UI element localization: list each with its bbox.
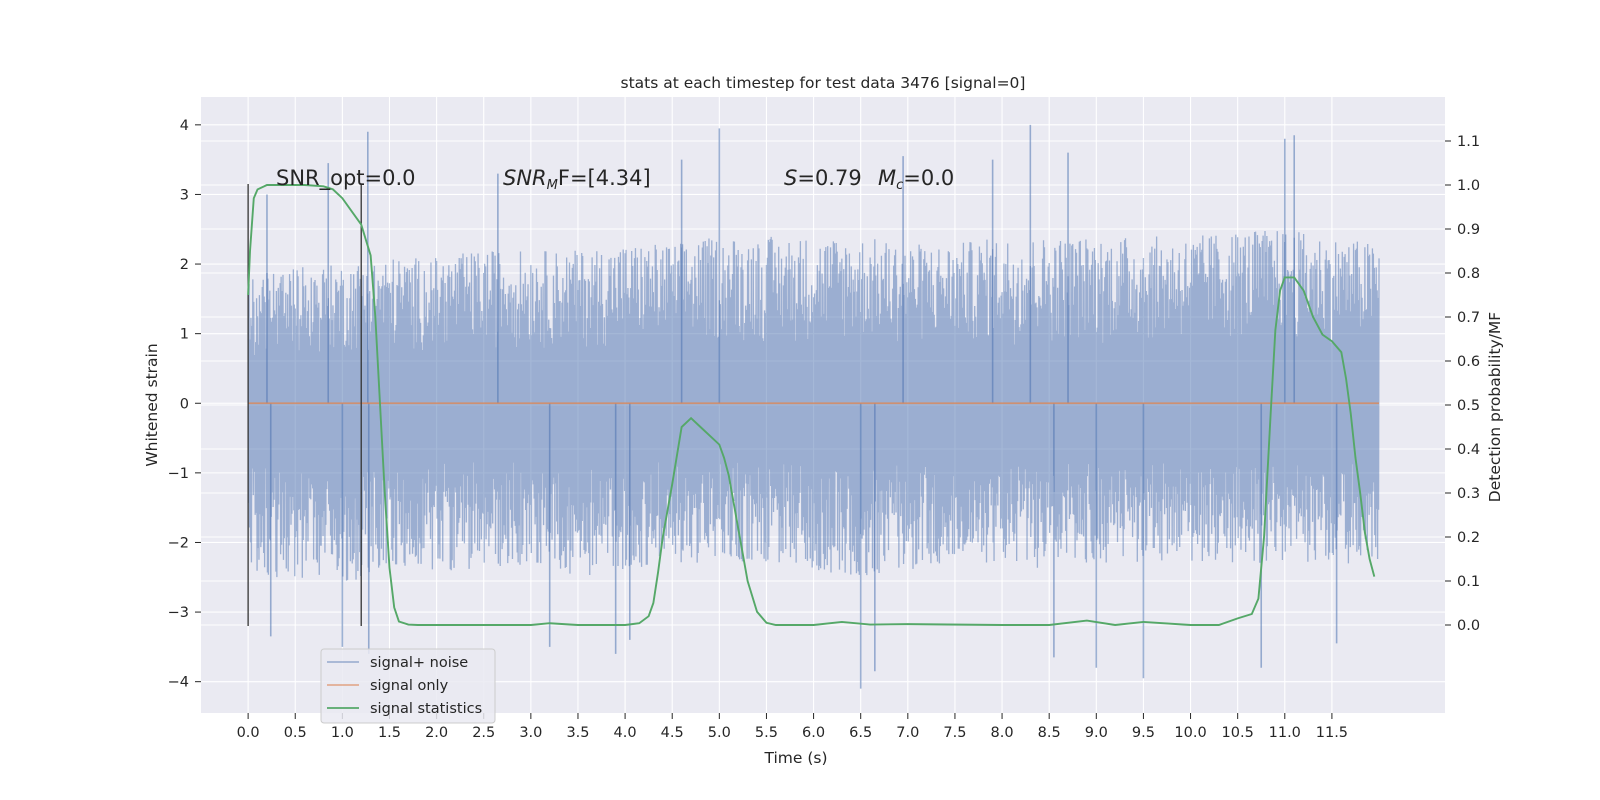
- y-right-tick-label: 0.7: [1457, 310, 1480, 326]
- x-tick-label: 11.0: [1269, 725, 1301, 741]
- left-y-axis-ticks: 4 3 2 1 0 −1 −2 −3 −4: [168, 118, 201, 691]
- y-left-tick-label: 1: [180, 327, 189, 343]
- annotation-snr-mf-base: SNR: [503, 166, 547, 190]
- signal-statistics-line: [247, 184, 1376, 626]
- x-tick-label: 9.0: [1085, 725, 1108, 741]
- x-axis-label: Time (s): [763, 749, 827, 767]
- y-left-tick-label: 4: [180, 118, 189, 134]
- y-left-tick-label: 0: [180, 396, 189, 412]
- x-tick-label: 7.5: [943, 725, 966, 741]
- y-left-tick-label: −2: [168, 535, 189, 551]
- noise-series: [247, 124, 1380, 689]
- x-tick-label: 5.0: [708, 725, 731, 741]
- vertical-markers: [247, 184, 362, 626]
- x-tick-label: 4.5: [661, 725, 684, 741]
- x-tick-label: 5.5: [755, 725, 778, 741]
- y-left-tick-label: −1: [168, 466, 189, 482]
- x-axis-ticks: 0.0 0.5 1.0 1.5 2.0 2.5 3.0 3.5 4.0 4.5 5.0 5.5 6.0 6…: [237, 713, 1348, 741]
- y-left-tick-label: −4: [168, 675, 189, 691]
- annotation-s-rest: =0.79: [797, 166, 861, 190]
- x-tick-label: 6.5: [849, 725, 872, 741]
- legend: signal+ noise signal only signal statist…: [320, 648, 496, 724]
- y-right-tick-label: 0.0: [1457, 618, 1480, 634]
- y-left-tick-label: 3: [180, 187, 189, 203]
- x-tick-label: 3.5: [566, 725, 589, 741]
- x-tick-label: 8.0: [991, 725, 1014, 741]
- annotation-snr-mf-rest: F=[4.34]: [558, 166, 651, 190]
- y-right-tick-label: 0.8: [1457, 266, 1480, 282]
- right-y-axis-ticks: 1.1 1.0 0.9 0.8 0.7 0.6 0.5 0.4 0.3 0.2 0.1 0.0: [1445, 134, 1480, 634]
- y-right-tick-label: 0.1: [1457, 574, 1480, 590]
- annotation-mc-sub: c: [896, 178, 903, 193]
- x-tick-label: 11.5: [1316, 725, 1348, 741]
- x-tick-label: 2.5: [472, 725, 495, 741]
- x-tick-label: 10.0: [1174, 725, 1206, 741]
- x-tick-label: 1.5: [378, 725, 401, 741]
- y-right-tick-label: 0.2: [1457, 530, 1480, 546]
- legend-box: [320, 648, 496, 724]
- y-right-tick-label: 0.5: [1457, 398, 1480, 414]
- legend-label-noise: signal+ noise: [370, 655, 468, 671]
- annotation-mc-rest: =0.0: [903, 166, 954, 190]
- annotation-s: S=0.79: [784, 166, 862, 190]
- x-tick-label: 0.0: [237, 725, 260, 741]
- y-right-tick-label: 1.1: [1457, 134, 1480, 150]
- right-y-axis-label: Detection probability/MF: [1486, 312, 1504, 503]
- y-right-tick-label: 0.3: [1457, 486, 1480, 502]
- legend-label-stats: signal statistics: [370, 701, 482, 717]
- legend-label-signal: signal only: [370, 678, 449, 694]
- y-left-tick-label: −3: [168, 605, 189, 621]
- x-tick-label: 1.0: [331, 725, 354, 741]
- annotation-mc: Mc=0.0: [878, 166, 954, 193]
- annotation-mc-base: M: [878, 166, 896, 190]
- annotation-snr-opt: SNR_opt=0.0: [276, 166, 416, 191]
- annotation-s-base: S: [784, 166, 797, 190]
- y-right-tick-label: 1.0: [1457, 178, 1480, 194]
- x-tick-label: 9.5: [1132, 725, 1155, 741]
- annotation-snr-mf-sub: M: [547, 178, 558, 193]
- x-tick-label: 0.5: [284, 725, 307, 741]
- y-left-tick-label: 2: [180, 257, 189, 273]
- noise-trace: [247, 230, 1380, 581]
- y-right-tick-label: 0.6: [1457, 354, 1480, 370]
- x-tick-label: 2.0: [425, 725, 448, 741]
- x-tick-label: 6.0: [802, 725, 825, 741]
- x-tick-label: 4.0: [614, 725, 637, 741]
- x-tick-label: 10.5: [1222, 725, 1254, 741]
- x-tick-label: 3.0: [519, 725, 542, 741]
- x-tick-label: 7.0: [896, 725, 919, 741]
- annotations: SNR_opt=0.0 SNRMF=[4.34] S=0.79 Mc=0.0: [276, 166, 954, 193]
- y-right-tick-label: 0.4: [1457, 442, 1480, 458]
- y-right-tick-label: 0.9: [1457, 222, 1480, 238]
- chart-title: stats at each timestep for test data 347…: [621, 74, 1026, 92]
- annotation-snr-mf: SNRMF=[4.34]: [503, 166, 651, 193]
- signal-statistics-series: [247, 184, 1376, 626]
- x-tick-label: 8.5: [1038, 725, 1061, 741]
- left-y-axis-label: Whitened strain: [143, 343, 161, 466]
